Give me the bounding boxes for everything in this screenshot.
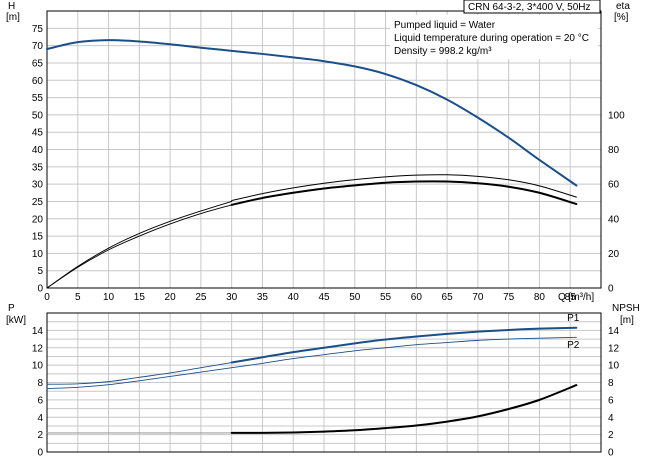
upper-left-tick-label: 75 xyxy=(32,24,44,35)
note-density: Density = 998.2 kg/m³ xyxy=(394,46,492,57)
lower-right-tick-label: 0 xyxy=(608,448,614,459)
lower-right-tick-label: 2 xyxy=(608,430,614,441)
lower-left-axis-symbol: P xyxy=(8,303,15,314)
lower-right-tick-label: 10 xyxy=(608,361,620,372)
x-axis-label: Q [m³/h] xyxy=(558,292,594,303)
x-tick-label: 70 xyxy=(472,292,484,303)
curves xyxy=(46,39,578,434)
lower-left-tick-label: 8 xyxy=(37,378,43,389)
upper-left-tick-label: 30 xyxy=(32,180,44,191)
upper-left-tick-label: 20 xyxy=(32,214,44,225)
x-tick-label: 0 xyxy=(44,292,50,303)
lower-series-2-line xyxy=(46,336,577,390)
chart-title: CRN 64-3-2, 3*400 V, 50Hz xyxy=(468,2,590,13)
upper-left-tick-label: 45 xyxy=(32,128,44,139)
upper-left-axis-unit: [m] xyxy=(6,12,20,23)
upper-left-axis-symbol: H xyxy=(8,1,15,12)
upper-series-2-line xyxy=(46,200,233,289)
lower-right-tick-label: 4 xyxy=(608,413,614,424)
x-tick-label: 50 xyxy=(349,292,361,303)
upper-right-tick-label: 20 xyxy=(608,249,620,260)
x-tick-label: 65 xyxy=(442,292,454,303)
lower-right-tick-label: 6 xyxy=(608,395,614,406)
curve-labels: P1 P2 xyxy=(567,313,580,351)
x-tick-label: 30 xyxy=(226,292,238,303)
lower-left-tick-label: 12 xyxy=(32,343,44,354)
x-tick-label: 40 xyxy=(288,292,300,303)
x-tick-label: 25 xyxy=(195,292,207,303)
note-liquid-temperature: Liquid temperature during operation = 20… xyxy=(394,33,589,44)
upper-panel-frame xyxy=(46,10,602,289)
upper-left-tick-label: 40 xyxy=(32,145,44,156)
x-tick-label: 15 xyxy=(134,292,146,303)
lower-series-1-line xyxy=(230,326,578,364)
lower-right-tick-label: 12 xyxy=(608,343,620,354)
upper-left-tick-label: 0 xyxy=(37,284,43,295)
upper-left-tick-label: 25 xyxy=(32,197,44,208)
upper-series-0-line xyxy=(46,39,578,187)
x-tick-label: 85 xyxy=(565,292,577,303)
x-tick-label: 45 xyxy=(318,292,330,303)
upper-right-tick-label: 100 xyxy=(608,110,625,121)
upper-series-3-line xyxy=(230,180,578,206)
lower-right-axis-symbol: NPSH xyxy=(612,303,640,314)
upper-left-tick-label: 10 xyxy=(32,249,44,260)
x-tick-label: 5 xyxy=(75,292,81,303)
lower-left-tick-label: 14 xyxy=(32,326,44,337)
lower-panel-frame xyxy=(46,312,602,453)
lower-panel-grid xyxy=(46,312,602,453)
x-tick-label: 55 xyxy=(380,292,392,303)
tick-labels: 0 5 10 15 20 25 30 35 40 45 50 55 60 65 70 75 80 85051015… xyxy=(32,24,625,459)
x-tick-label: 80 xyxy=(534,292,546,303)
upper-left-tick-label: 55 xyxy=(32,93,44,104)
lower-left-tick-label: 10 xyxy=(32,361,44,372)
x-tick-label: 10 xyxy=(103,292,115,303)
upper-left-tick-label: 65 xyxy=(32,58,44,69)
lower-left-tick-label: 6 xyxy=(37,395,43,406)
upper-right-axis-symbol: eta xyxy=(616,1,630,12)
upper-left-tick-label: 70 xyxy=(32,41,44,52)
upper-left-tick-label: 60 xyxy=(32,76,44,87)
note-pumped-liquid: Pumped liquid = Water xyxy=(394,20,496,31)
notes-backdrop xyxy=(390,15,598,59)
upper-right-tick-label: 0 xyxy=(608,284,614,295)
upper-right-tick-label: 80 xyxy=(608,145,620,156)
lower-left-tick-label: 2 xyxy=(37,430,43,441)
lower-right-tick-label: 14 xyxy=(608,326,620,337)
lower-series-4-line xyxy=(230,384,578,434)
curve-label-p2: P2 xyxy=(567,340,580,351)
lower-left-axis-unit: [kW] xyxy=(6,315,26,326)
lower-right-axis-unit: [m] xyxy=(620,315,634,326)
upper-right-axis-unit: [%] xyxy=(614,12,629,23)
lower-series-0-line xyxy=(46,362,233,385)
upper-panel-grid xyxy=(46,10,602,289)
lower-left-tick-label: 4 xyxy=(37,413,43,424)
upper-left-tick-label: 15 xyxy=(32,232,44,243)
upper-series-4-line xyxy=(231,174,577,202)
upper-left-tick-label: 50 xyxy=(32,110,44,121)
lower-left-tick-label: 0 xyxy=(37,448,43,459)
title-box xyxy=(463,0,601,14)
upper-right-tick-label: 40 xyxy=(608,214,620,225)
x-tick-label: 35 xyxy=(257,292,269,303)
upper-right-tick-label: 60 xyxy=(608,180,620,191)
x-tick-label: 60 xyxy=(411,292,423,303)
upper-left-tick-label: 35 xyxy=(32,162,44,173)
x-tick-label: 75 xyxy=(503,292,515,303)
upper-left-tick-label: 5 xyxy=(37,266,43,277)
lower-right-tick-label: 8 xyxy=(608,378,614,389)
upper-series-1-line xyxy=(46,204,233,289)
curve-label-p1: P1 xyxy=(567,313,580,324)
x-tick-label: 20 xyxy=(165,292,177,303)
